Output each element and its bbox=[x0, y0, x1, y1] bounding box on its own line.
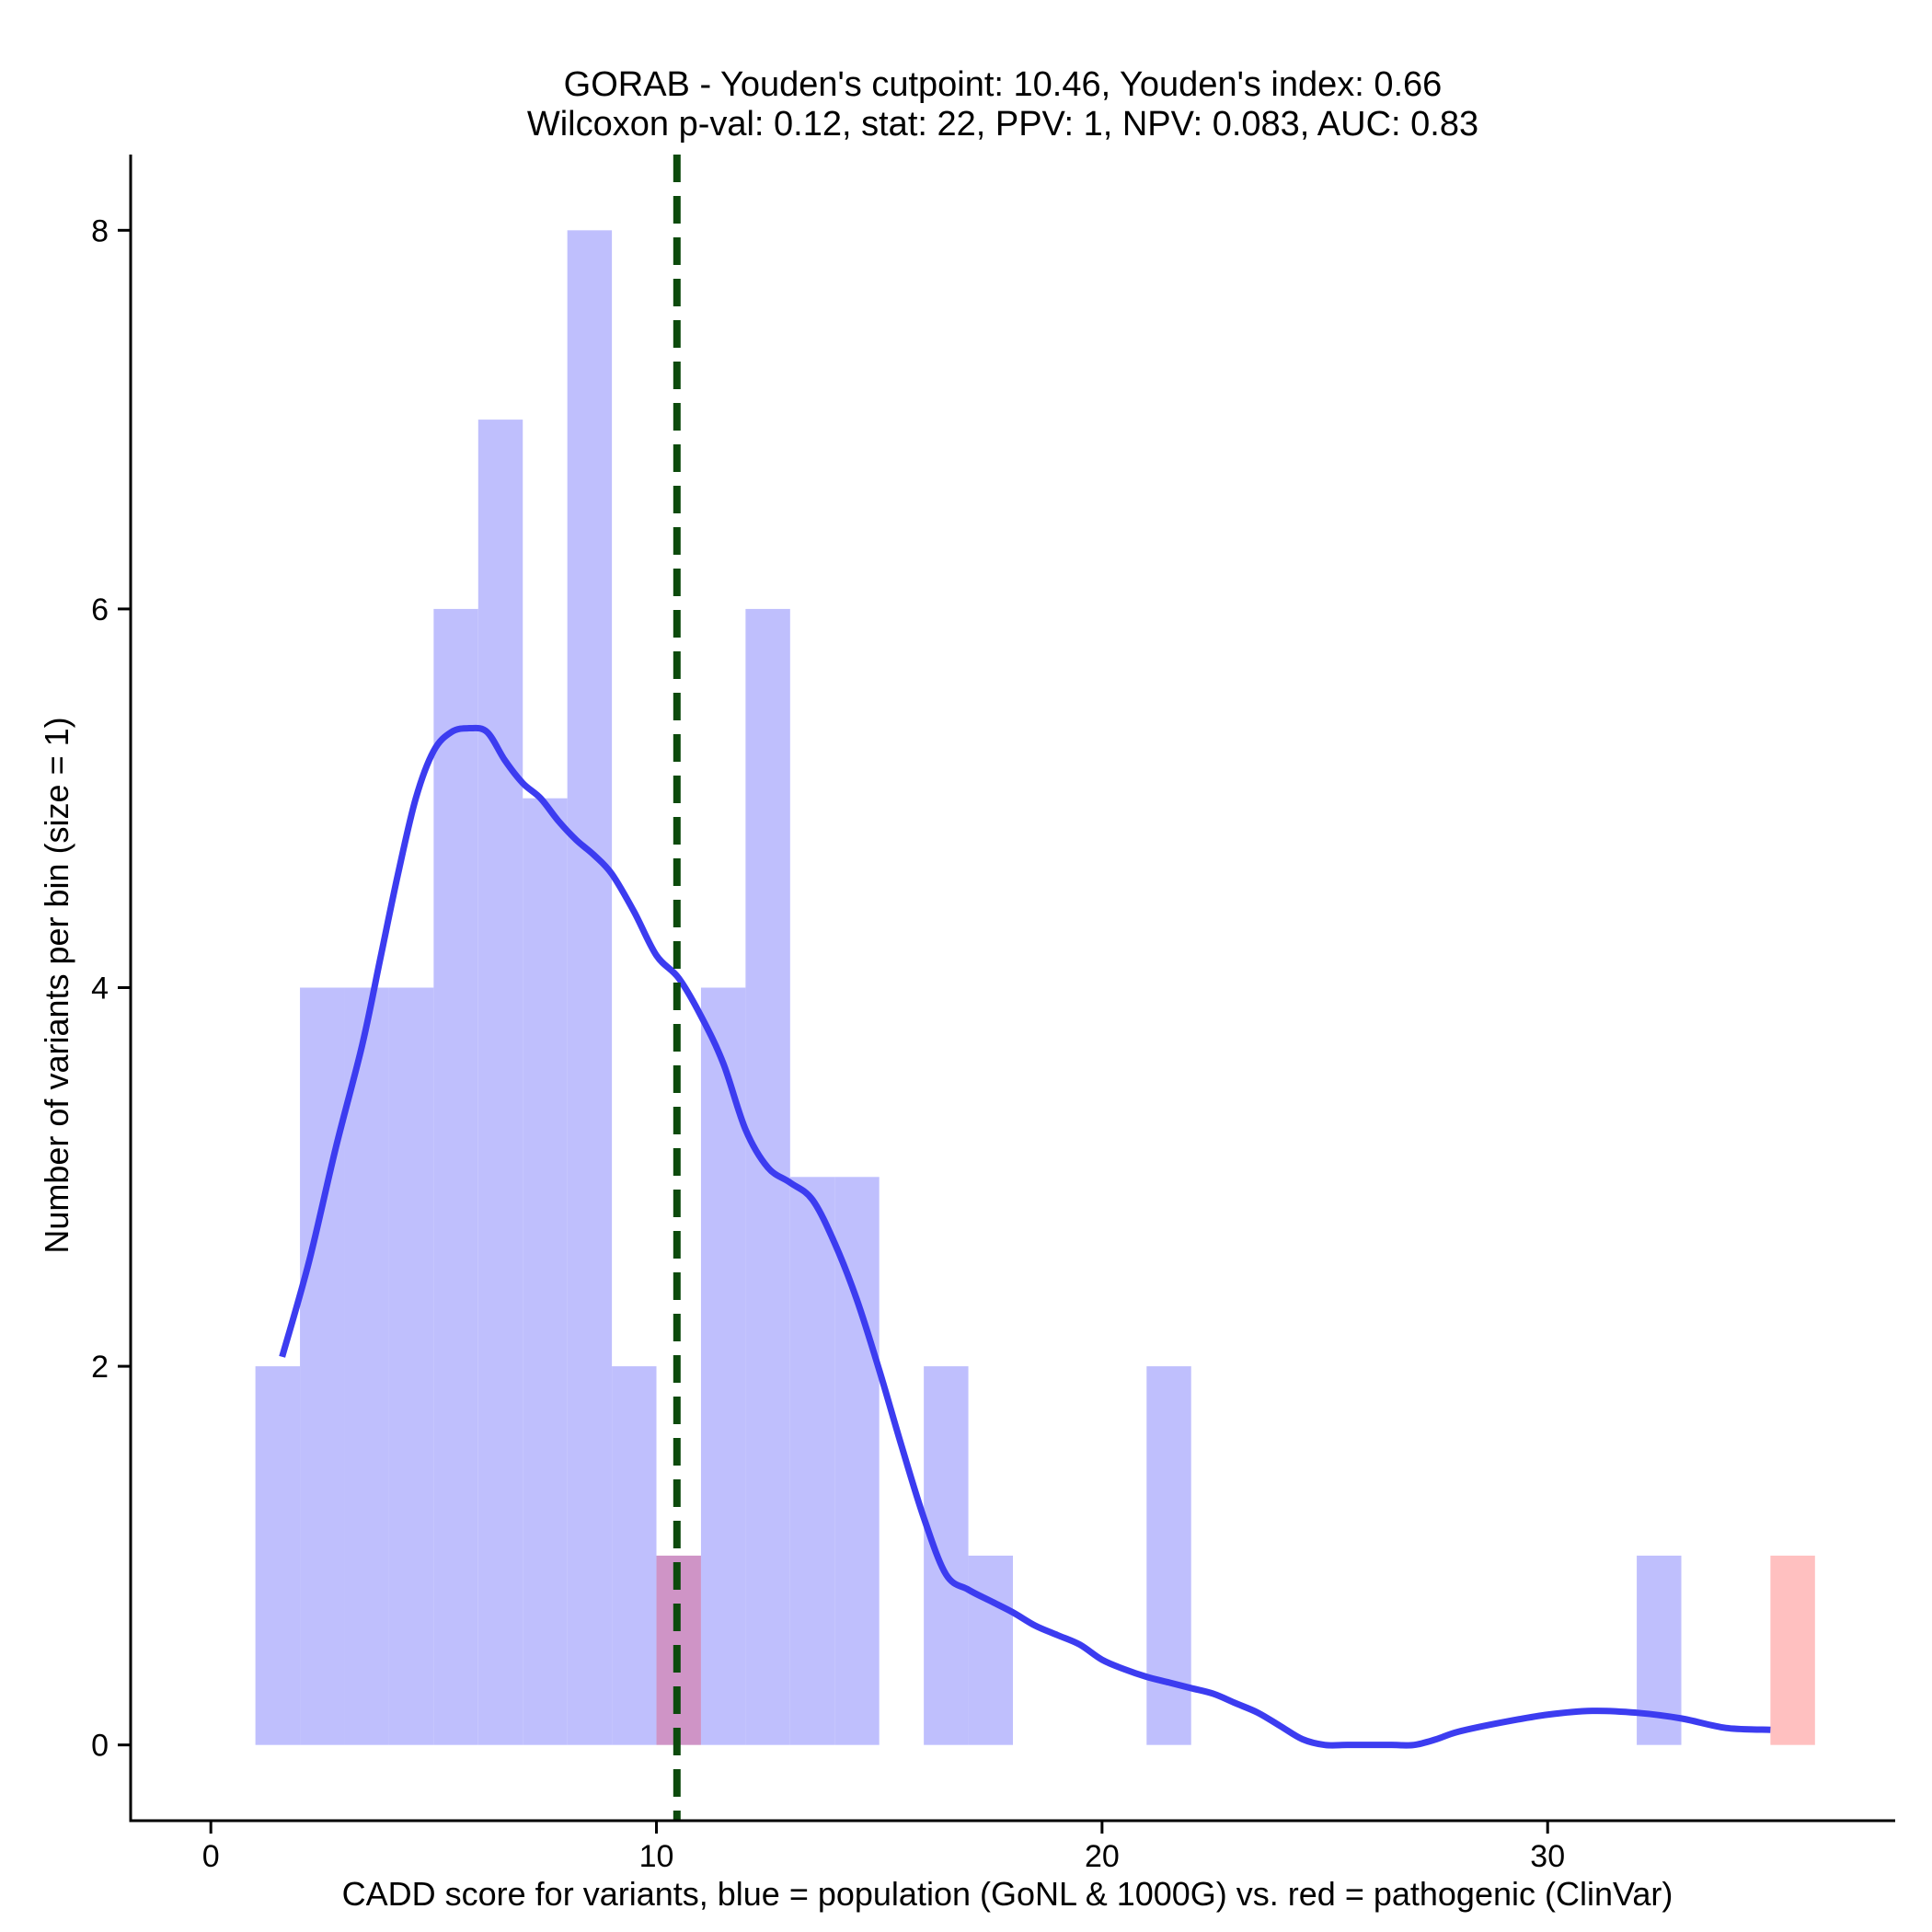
density-curve-layer bbox=[279, 724, 1771, 1749]
bar-population-2 bbox=[300, 987, 345, 1745]
y-tick-label-6: 6 bbox=[91, 592, 109, 627]
x-tick-label-10: 10 bbox=[639, 1839, 674, 1874]
bar-population-9 bbox=[612, 1366, 657, 1745]
x-axis-label: CADD score for variants, blue = populati… bbox=[342, 1875, 1673, 1913]
bar-population-13 bbox=[789, 1177, 835, 1745]
bar-population-16 bbox=[924, 1366, 969, 1745]
density-curve bbox=[279, 724, 1771, 1749]
axis-ticks: 0 10 20 30 0 2 4 6 8 bbox=[91, 213, 1565, 1874]
x-tick-label-0: 0 bbox=[202, 1839, 220, 1874]
bar-population-5 bbox=[433, 608, 478, 1745]
histogram-bars bbox=[255, 230, 1815, 1745]
y-axis-label: Number of variants per bin (size = 1) bbox=[38, 717, 75, 1253]
x-tick-label-30: 30 bbox=[1530, 1839, 1565, 1874]
bar-population-1 bbox=[255, 1366, 301, 1745]
bar-population-17 bbox=[968, 1555, 1013, 1745]
bar-population-6 bbox=[477, 420, 523, 1745]
bar-population-14 bbox=[834, 1177, 880, 1745]
bar-pathogenic-35 bbox=[1770, 1555, 1815, 1745]
bar-population-7 bbox=[523, 798, 568, 1745]
bar-population-3 bbox=[344, 987, 389, 1745]
y-tick-label-4: 4 bbox=[91, 972, 109, 1006]
y-tick-label-0: 0 bbox=[91, 1729, 109, 1764]
x-tick-label-20: 20 bbox=[1085, 1839, 1120, 1874]
y-tick-label-8: 8 bbox=[91, 213, 109, 248]
chart-title: GORAB - Youden's cutpoint: 10.46, Youden… bbox=[527, 65, 1478, 144]
bar-population-8 bbox=[567, 230, 613, 1745]
chart-title-line-1: GORAB - Youden's cutpoint: 10.46, Youden… bbox=[564, 65, 1443, 104]
chart-title-line-2: Wilcoxon p-val: 0.12, stat: 22, PPV: 1, … bbox=[527, 105, 1478, 144]
bar-population-4 bbox=[388, 987, 434, 1745]
y-tick-label-2: 2 bbox=[91, 1350, 109, 1385]
